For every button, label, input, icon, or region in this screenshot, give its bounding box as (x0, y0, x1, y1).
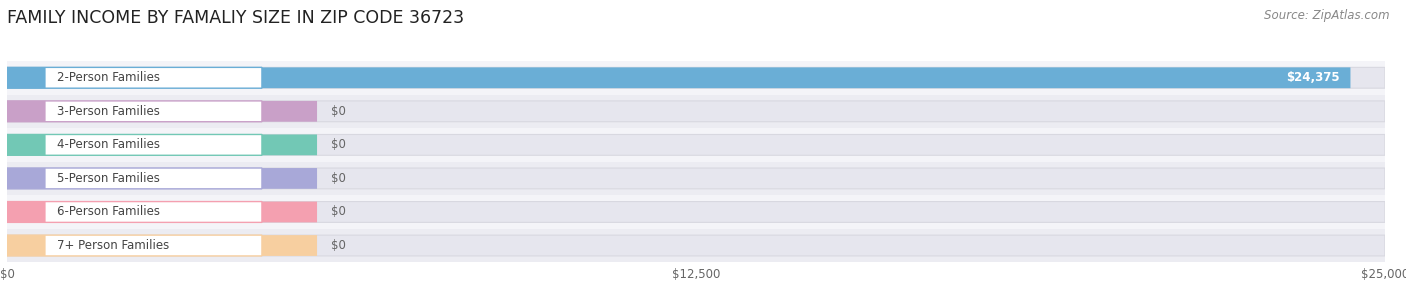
FancyBboxPatch shape (7, 202, 262, 222)
Text: Source: ZipAtlas.com: Source: ZipAtlas.com (1264, 9, 1389, 22)
Text: $0: $0 (330, 138, 346, 151)
FancyBboxPatch shape (262, 135, 318, 155)
FancyBboxPatch shape (7, 135, 262, 155)
Text: $24,375: $24,375 (1286, 71, 1340, 84)
Text: $0: $0 (330, 172, 346, 185)
FancyBboxPatch shape (262, 202, 318, 222)
Bar (7, 61, 1385, 95)
Text: $0: $0 (330, 239, 346, 252)
Bar (7, 229, 1385, 262)
FancyBboxPatch shape (7, 202, 45, 222)
FancyBboxPatch shape (262, 101, 318, 122)
Text: $0: $0 (330, 206, 346, 218)
Text: 5-Person Families: 5-Person Families (56, 172, 159, 185)
Text: $0: $0 (330, 105, 346, 118)
FancyBboxPatch shape (7, 168, 262, 189)
FancyBboxPatch shape (7, 67, 1351, 88)
FancyBboxPatch shape (7, 101, 262, 122)
FancyBboxPatch shape (7, 101, 1385, 122)
Text: 2-Person Families: 2-Person Families (56, 71, 160, 84)
Text: 4-Person Families: 4-Person Families (56, 138, 160, 151)
Text: FAMILY INCOME BY FAMALIY SIZE IN ZIP CODE 36723: FAMILY INCOME BY FAMALIY SIZE IN ZIP COD… (7, 9, 464, 27)
FancyBboxPatch shape (262, 235, 318, 256)
FancyBboxPatch shape (7, 202, 1385, 222)
FancyBboxPatch shape (7, 168, 1385, 189)
FancyBboxPatch shape (7, 67, 262, 88)
Bar (7, 95, 1385, 128)
FancyBboxPatch shape (7, 235, 1385, 256)
Text: 6-Person Families: 6-Person Families (56, 206, 160, 218)
FancyBboxPatch shape (7, 67, 1385, 88)
FancyBboxPatch shape (7, 168, 45, 189)
FancyBboxPatch shape (7, 135, 1385, 155)
FancyBboxPatch shape (7, 135, 45, 155)
Bar (7, 162, 1385, 195)
Text: 3-Person Families: 3-Person Families (56, 105, 159, 118)
FancyBboxPatch shape (7, 67, 45, 88)
FancyBboxPatch shape (7, 235, 262, 256)
FancyBboxPatch shape (7, 101, 45, 122)
Bar (7, 195, 1385, 229)
FancyBboxPatch shape (262, 168, 318, 189)
Bar (7, 128, 1385, 162)
Text: 7+ Person Families: 7+ Person Families (56, 239, 169, 252)
FancyBboxPatch shape (7, 235, 45, 256)
